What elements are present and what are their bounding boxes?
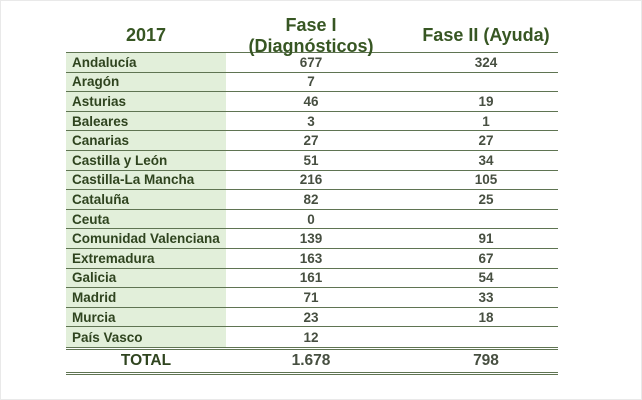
fase2-value-cell: 34 <box>478 152 494 168</box>
fase2-value-cell <box>396 210 558 229</box>
region-name-cell: Canarias <box>66 131 226 150</box>
fase1-value-cell: 163 <box>299 250 323 266</box>
fase1-value-cell: 7 <box>307 74 315 90</box>
table-row: Castilla y León 51 34 <box>66 150 558 171</box>
region-name-cell: Extremadura <box>66 248 226 268</box>
table-body: Andalucía 677 324 Aragón 7 Asturias 46 1… <box>66 53 558 347</box>
fase2-value-cell <box>396 327 558 347</box>
fase1-value-cell: 12 <box>303 329 319 345</box>
table-row: Castilla-La Mancha 216 105 <box>66 170 558 191</box>
regions-table: 2017 Fase I (Diagnósticos) Fase II (Ayud… <box>66 15 558 375</box>
fase2-value-cell: 91 <box>478 231 494 247</box>
fase1-column-header: Fase I (Diagnósticos) <box>248 14 374 56</box>
fase2-value-cell: 27 <box>478 133 494 149</box>
region-name-cell: Cataluña <box>66 190 226 209</box>
table-row: Comunidad Valenciana 139 91 <box>66 229 558 249</box>
fase2-value-cell: 67 <box>478 250 494 266</box>
table-row: Madrid 71 33 <box>66 288 558 308</box>
region-name-cell: Aragón <box>66 72 226 92</box>
fase2-value-cell <box>396 73 558 92</box>
fase1-value-cell: 139 <box>299 231 323 247</box>
fase1-value-cell: 161 <box>299 270 323 286</box>
fase2-value-cell: 33 <box>478 289 494 305</box>
table-row: País Vasco 12 <box>66 327 558 347</box>
table-row: Cataluña 82 25 <box>66 190 558 210</box>
fase2-value-cell: 19 <box>478 93 494 109</box>
fase2-value-cell: 18 <box>478 309 494 325</box>
fase2-column-header: Fase II (Ayuda) <box>422 25 550 45</box>
region-name-cell: Castilla y León <box>66 150 226 170</box>
fase2-value-cell: 25 <box>478 191 494 207</box>
region-name-cell: Ceuta <box>66 209 226 229</box>
fase2-value-cell: 54 <box>478 270 494 286</box>
fase2-value-cell: 105 <box>474 172 498 188</box>
fase1-value-cell: 216 <box>299 172 323 188</box>
table-row: Andalucía 677 324 <box>66 53 558 73</box>
region-name-cell: Madrid <box>66 288 226 307</box>
region-name-cell: Galicia <box>66 268 226 288</box>
region-name-cell: Baleares <box>66 111 226 131</box>
total-fase1-value: 1.678 <box>291 351 331 369</box>
fase1-value-cell: 46 <box>303 93 319 109</box>
table-row: Ceuta 0 <box>66 209 558 230</box>
region-name-cell: Andalucía <box>66 53 226 72</box>
region-name-cell: Comunidad Valenciana <box>66 229 226 248</box>
table-row: Murcia 23 18 <box>66 307 558 328</box>
fase2-value-cell: 1 <box>482 113 490 129</box>
region-name-cell: Asturias <box>66 92 226 111</box>
table-row: Extremadura 163 67 <box>66 248 558 269</box>
fase1-value-cell: 0 <box>307 211 315 227</box>
fase2-value-cell: 324 <box>474 54 498 70</box>
table-row: Galicia 161 54 <box>66 268 558 289</box>
table-row: Asturias 46 19 <box>66 92 558 112</box>
fase1-value-cell: 23 <box>303 309 319 325</box>
fase1-value-cell: 677 <box>299 54 323 70</box>
total-label: TOTAL <box>120 351 172 369</box>
table-row: Aragón 7 <box>66 72 558 93</box>
region-name-cell: País Vasco <box>66 327 226 347</box>
total-row: TOTAL 1.678 798 <box>66 346 558 375</box>
year-header: 2017 <box>125 25 167 45</box>
fase1-value-cell: 51 <box>303 152 319 168</box>
table-header-row: 2017 Fase I (Diagnósticos) Fase II (Ayud… <box>66 15 558 56</box>
fase1-value-cell: 82 <box>303 191 319 207</box>
region-name-cell: Castilla-La Mancha <box>66 170 226 190</box>
fase1-value-cell: 3 <box>307 113 315 129</box>
total-fase2-value: 798 <box>473 351 499 369</box>
table-row: Canarias 27 27 <box>66 131 558 151</box>
region-name-cell: Murcia <box>66 307 226 327</box>
table-row: Baleares 3 1 <box>66 111 558 132</box>
fase1-value-cell: 71 <box>303 289 319 305</box>
fase1-value-cell: 27 <box>303 133 319 149</box>
